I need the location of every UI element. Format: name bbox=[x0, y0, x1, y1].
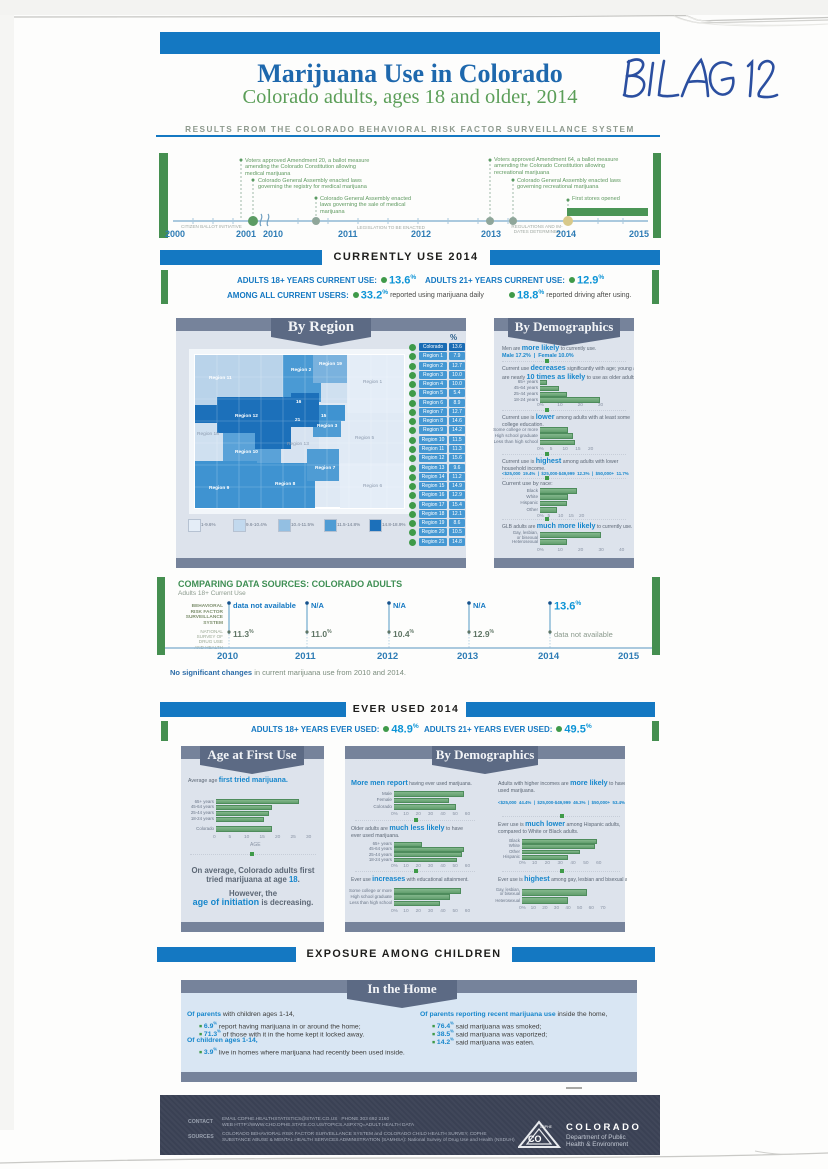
svg-text:Region 1: Region 1 bbox=[363, 379, 383, 385]
svg-text:Region 3: Region 3 bbox=[317, 423, 338, 429]
svg-text:Region 10: Region 10 bbox=[235, 449, 258, 455]
svg-text:CDPHE: CDPHE bbox=[540, 1125, 553, 1129]
svg-text:Region 7: Region 7 bbox=[315, 465, 336, 471]
svg-text:CO: CO bbox=[528, 1134, 542, 1144]
svg-text:Region 8: Region 8 bbox=[275, 481, 296, 487]
svg-text:Region 2: Region 2 bbox=[291, 367, 312, 373]
svg-text:Region 11: Region 11 bbox=[209, 375, 232, 381]
svg-text:Region 9: Region 9 bbox=[209, 485, 230, 491]
svg-text:Region 19: Region 19 bbox=[319, 361, 342, 367]
svg-text:16: 16 bbox=[296, 399, 302, 405]
svg-text:Region 6: Region 6 bbox=[363, 483, 383, 489]
svg-text:Region 5: Region 5 bbox=[355, 435, 375, 441]
svg-text:Region 18: Region 18 bbox=[197, 431, 219, 437]
svg-text:21: 21 bbox=[295, 417, 301, 423]
svg-text:Region 12: Region 12 bbox=[235, 413, 258, 419]
svg-text:15: 15 bbox=[321, 413, 327, 419]
svg-text:Region 13: Region 13 bbox=[287, 441, 309, 447]
